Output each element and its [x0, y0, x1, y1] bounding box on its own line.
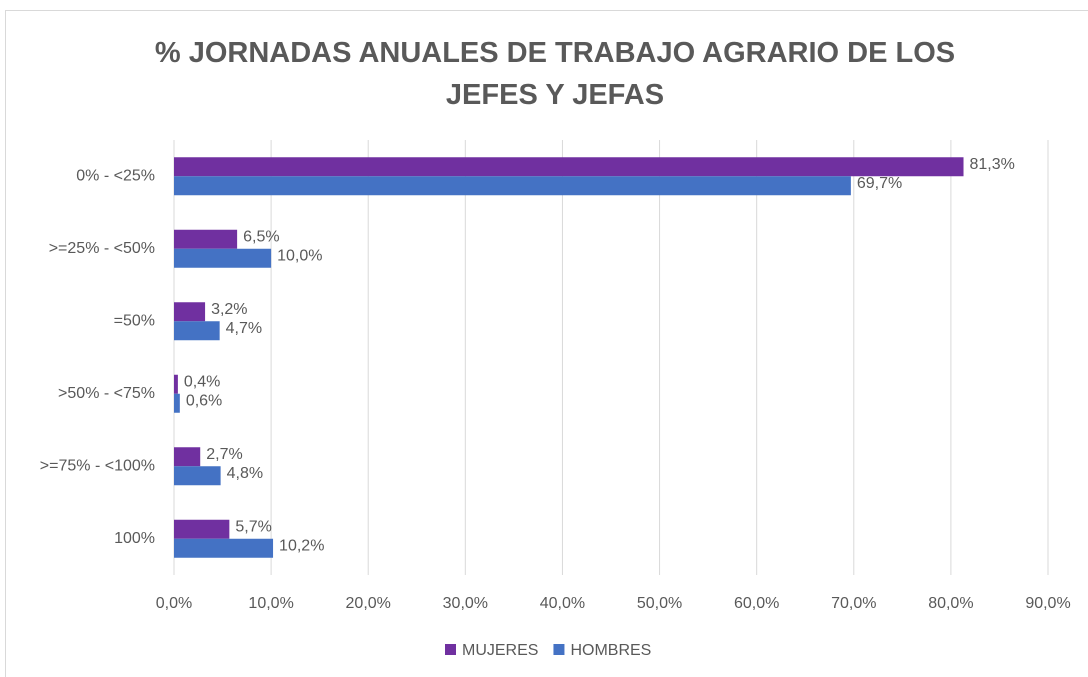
data-label: 4,8% — [227, 465, 263, 482]
data-label: 10,2% — [279, 537, 324, 554]
bar — [174, 393, 180, 413]
y-tick-label: >=75% - <100% — [40, 457, 155, 474]
legend-label: MUJERES — [462, 642, 538, 659]
y-tick-label: =50% — [114, 312, 155, 329]
data-label: 81,3% — [970, 156, 1015, 173]
legend-label: HOMBRES — [570, 642, 651, 659]
data-label: 5,7% — [235, 518, 271, 535]
data-label: 10,0% — [277, 247, 322, 264]
x-tick-label: 80,0% — [928, 595, 973, 612]
data-label: 2,7% — [206, 446, 242, 463]
bar — [174, 229, 238, 249]
bar — [174, 176, 851, 196]
y-tick-label: 0% - <25% — [76, 167, 155, 184]
bar — [174, 321, 220, 341]
data-label: 69,7% — [857, 175, 902, 192]
y-tick-label: >50% - <75% — [58, 385, 155, 402]
bar — [174, 447, 201, 467]
y-tick-label: >=25% - <50% — [49, 240, 155, 257]
chart-title: % JORNADAS ANUALES DE TRABAJO AGRARIO DE… — [154, 37, 956, 111]
x-tick-label: 30,0% — [443, 595, 488, 612]
bar — [174, 302, 206, 322]
bar — [174, 248, 272, 268]
x-tick-label: 90,0% — [1025, 595, 1070, 612]
data-label: 0,6% — [186, 392, 222, 409]
data-label: 3,2% — [211, 301, 247, 318]
data-label: 4,7% — [226, 320, 262, 337]
x-tick-label: 20,0% — [346, 595, 391, 612]
data-label: 0,4% — [184, 373, 220, 390]
x-tick-label: 70,0% — [831, 595, 876, 612]
x-tick-label: 0,0% — [156, 595, 192, 612]
legend-swatch — [553, 644, 565, 655]
legend-swatch — [445, 644, 456, 655]
bar — [174, 374, 178, 394]
bar — [174, 466, 221, 486]
x-tick-label: 10,0% — [248, 595, 293, 612]
x-tick-label: 60,0% — [734, 595, 779, 612]
data-label: 6,5% — [243, 228, 279, 245]
chart-frame — [5, 10, 1088, 677]
bar — [174, 538, 274, 558]
bar — [174, 157, 964, 177]
x-tick-label: 40,0% — [540, 595, 585, 612]
y-tick-label: 100% — [114, 530, 155, 547]
x-tick-label: 50,0% — [637, 595, 682, 612]
bar — [174, 519, 230, 539]
